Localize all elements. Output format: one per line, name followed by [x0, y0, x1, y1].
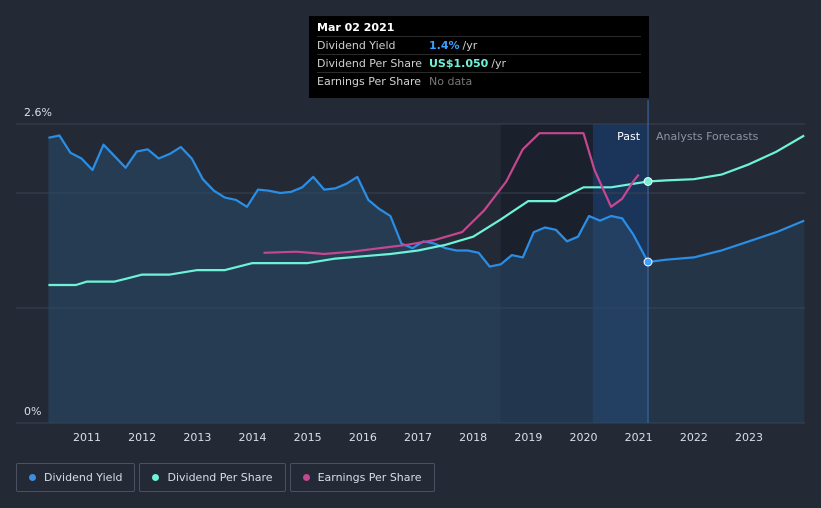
legend-label: Dividend Yield: [44, 471, 123, 484]
tooltip-unit: /yr: [491, 57, 507, 70]
x-tick-label: 2014: [239, 431, 267, 444]
x-tick-label: 2017: [404, 431, 432, 444]
dividend-yield-area: [48, 135, 648, 423]
earnings-per-share-line: [263, 132, 640, 256]
x-tick-label: 2022: [680, 431, 708, 444]
x-tick-label: 2016: [349, 431, 377, 444]
dividend-yield-forecast-area: [648, 220, 805, 423]
dividend-per-share-marker: [643, 177, 653, 186]
x-tick-label: 2020: [570, 431, 598, 444]
forecast-label: Analysts Forecasts: [656, 130, 759, 143]
tooltip-value: 1.4%: [429, 39, 460, 52]
legend-label: Earnings Per Share: [317, 471, 422, 484]
legend-dot-icon: [152, 474, 160, 481]
tooltip-row-earnings-per-share: Earnings Per Share No data: [317, 72, 641, 90]
dividend-yield-marker: [643, 257, 653, 267]
past-label: Past: [617, 130, 641, 143]
dividend-yield-forecast-line: [647, 219, 805, 264]
legend-item-earnings-per-share[interactable]: Earnings Per Share: [289, 463, 435, 492]
series-layer: [48, 132, 805, 287]
tooltip-value: US$1.050: [429, 57, 489, 70]
x-tick-label: 2019: [514, 431, 542, 444]
dividend-per-share-line: [48, 180, 649, 287]
x-tick-label: 2018: [459, 431, 487, 444]
dividend-yield-line: [48, 134, 649, 268]
legend-item-dividend-per-share[interactable]: Dividend Per Share: [139, 463, 286, 492]
dividend-per-share-forecast-line: [647, 134, 805, 183]
tooltip-value: No data: [429, 75, 473, 88]
x-axis: 2011 2012 2013 2014 2015 2016 2017 2018 2019 2020…: [73, 431, 763, 444]
y-tick-bottom: 0%: [24, 405, 41, 418]
x-tick-label: 2023: [735, 431, 763, 444]
legend: Dividend Yield Dividend Per Share Earnin…: [16, 463, 435, 492]
tooltip-row-dividend-yield: Dividend Yield 1.4% /yr: [317, 36, 641, 54]
x-tick-label: 2012: [128, 431, 156, 444]
legend-dot-icon: [29, 474, 36, 481]
x-tick-label: 2021: [625, 431, 653, 444]
tooltip-unit: /yr: [462, 39, 478, 52]
tooltip-row-dividend-per-share: Dividend Per Share US$1.050 /yr: [317, 54, 641, 72]
legend-dot-icon: [302, 474, 310, 481]
x-tick-label: 2015: [294, 431, 322, 444]
x-tick-label: 2013: [183, 431, 211, 444]
legend-label: Dividend Per Share: [167, 471, 273, 484]
tooltip-label: Dividend Per Share: [317, 57, 423, 70]
x-tick-label: 2011: [73, 431, 101, 444]
tooltip-label: Dividend Yield: [317, 39, 396, 52]
tooltip: Mar 02 2021 Dividend Yield 1.4% /yr Divi…: [309, 16, 649, 98]
legend-item-dividend-yield[interactable]: Dividend Yield: [16, 463, 136, 492]
tooltip-date: Mar 02 2021: [317, 21, 395, 34]
y-tick-top: 2.6%: [24, 106, 52, 119]
tooltip-label: Earnings Per Share: [317, 75, 422, 88]
